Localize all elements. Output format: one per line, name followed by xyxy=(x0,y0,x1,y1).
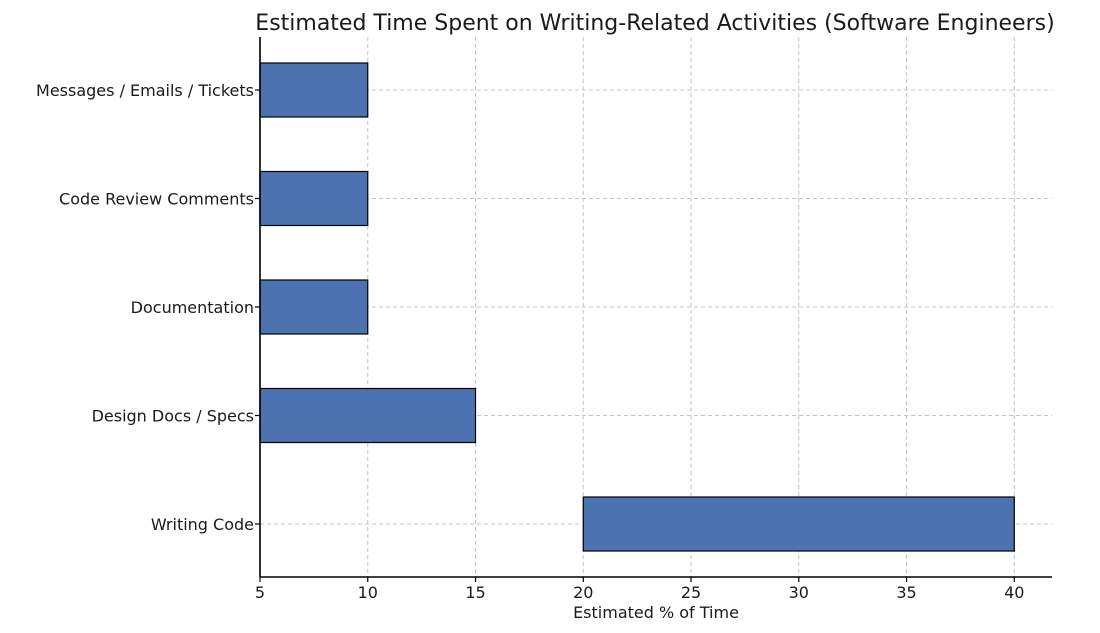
x-axis-label: Estimated % of Time xyxy=(573,603,739,622)
x-tick-label: 10 xyxy=(358,583,378,602)
bars-layer xyxy=(259,62,1015,552)
x-tick-label: 40 xyxy=(1004,583,1024,602)
y-tick-label: Design Docs / Specs xyxy=(92,407,254,426)
bar xyxy=(259,170,369,227)
bar xyxy=(582,496,1015,552)
y-tick-label: Writing Code xyxy=(151,515,254,534)
y-tick-label: Code Review Comments xyxy=(59,190,254,209)
x-tick-label: 20 xyxy=(573,583,593,602)
bar xyxy=(259,279,369,335)
ticks-layer: 5 10 15 20 25 30 35 40 Writing Code Design Docs /… xyxy=(36,81,1024,602)
x-tick-label: 35 xyxy=(896,583,916,602)
y-tick-label: Messages / Emails / Tickets xyxy=(36,81,254,100)
x-tick-label: 5 xyxy=(255,583,265,602)
x-tick-label: 25 xyxy=(681,583,701,602)
bar xyxy=(259,62,369,118)
grid-layer xyxy=(260,37,1052,577)
x-tick-label: 30 xyxy=(789,583,809,602)
x-tick-label: 15 xyxy=(465,583,485,602)
bar xyxy=(259,387,477,444)
chart-title: Estimated Time Spent on Writing-Related … xyxy=(255,11,1054,36)
y-tick-label: Documentation xyxy=(131,298,254,317)
